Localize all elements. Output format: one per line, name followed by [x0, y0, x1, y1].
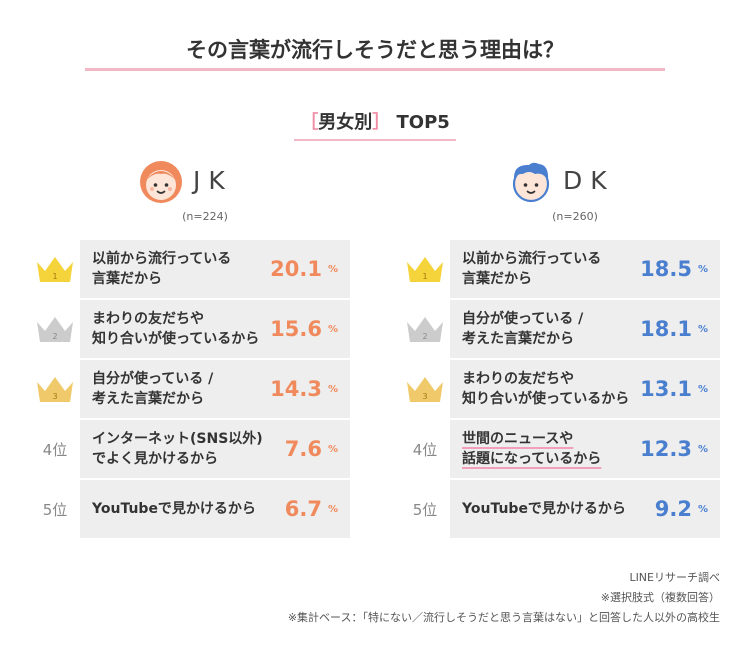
gold-crown-icon: 1 — [400, 240, 450, 298]
dk-label-2: 自分が使っている / 考えた言葉だから — [462, 311, 584, 347]
silver-crown-icon: 2 — [30, 300, 80, 358]
dk-row-3: 3 まわりの友だちや 知り合いが使っているから 13.1 % — [400, 360, 720, 418]
dk-name: DK — [563, 166, 615, 195]
jk-name: JK — [193, 166, 233, 195]
jk-label-4: インターネット(SNS以外) でよく見かけるから — [92, 431, 263, 467]
svg-text:1: 1 — [422, 272, 427, 281]
source-note: LINEリサーチ調べ — [629, 571, 720, 584]
dk-label-4: 世間のニュースや 話題になっているから — [462, 431, 602, 467]
svg-text:3: 3 — [422, 392, 427, 401]
subtitle-label: 男女別 — [318, 112, 373, 133]
jk-pct-1: % — [327, 264, 338, 275]
svg-text:1: 1 — [52, 272, 57, 281]
bronze-crown-icon: 3 — [400, 360, 450, 418]
dk-rank-5: 5位 — [412, 500, 438, 519]
dk-label-3: まわりの友だちや 知り合いが使っているから — [462, 371, 630, 407]
dk-rank-4: 4位 — [412, 440, 438, 459]
dk-row-1: 1 以前から流行っている 言葉だから 18.5 % — [400, 240, 720, 298]
dk-row-5: 5位 YouTubeで見かけるから 9.2 % — [400, 480, 720, 538]
jk-sample-size: (n=224) — [182, 210, 228, 223]
dk-pct-5: % — [697, 504, 708, 515]
jk-pct-4: % — [327, 444, 338, 455]
method-note: ※選択肢式（複数回答） — [600, 591, 720, 604]
jk-value-4: 7.6 — [284, 437, 322, 461]
dk-value-3: 13.1 — [640, 377, 692, 401]
dk-pct-2: % — [697, 324, 708, 335]
svg-text:3: 3 — [52, 392, 57, 401]
jk-value-5: 6.7 — [284, 497, 322, 521]
jk-label-5: YouTubeで見かけるから — [92, 501, 256, 517]
dk-value-5: 9.2 — [654, 497, 692, 521]
dk-sample-size: (n=260) — [552, 210, 598, 223]
jk-row-4: 4位 インターネット(SNS以外) でよく見かけるから 7.6 % — [30, 420, 350, 478]
jk-pct-2: % — [327, 324, 338, 335]
subtitle: ［男女別］ TOP5 — [0, 108, 750, 134]
dk-pct-3: % — [697, 384, 708, 395]
subtitle-top: TOP5 — [396, 112, 450, 133]
jk-pct-5: % — [327, 504, 338, 515]
dk-value-4: 12.3 — [640, 437, 692, 461]
jk-rank-5: 5位 — [42, 500, 68, 519]
jk-row-2: 2 まわりの友だちや 知り合いが使っているから 15.6 % — [30, 300, 350, 358]
bracket-open: ［ — [300, 112, 319, 133]
jk-value-2: 15.6 — [270, 317, 322, 341]
boy-face-icon — [512, 162, 550, 203]
jk-row-5: 5位 YouTubeで見かけるから 6.7 % — [30, 480, 350, 538]
jk-rank-4: 4位 — [42, 440, 68, 459]
dk-value-2: 18.1 — [640, 317, 692, 341]
base-note: ※集計ベース：「特にない／流行しそうだと思う言葉はない」と回答した人以外の高校生 — [287, 611, 720, 624]
gold-crown-icon: 1 — [30, 240, 80, 298]
jk-pct-3: % — [327, 384, 338, 395]
dk-label-1: 以前から流行っている 言葉だから — [462, 251, 602, 287]
silver-crown-icon: 2 — [400, 300, 450, 358]
dk-pct-4: % — [697, 444, 708, 455]
dk-value-1: 18.5 — [640, 257, 692, 281]
jk-row-1: 1 以前から流行っている 言葉だから 20.1 % — [30, 240, 350, 298]
title-divider — [85, 68, 665, 71]
jk-label-3: 自分が使っている / 考えた言葉だから — [92, 371, 214, 407]
svg-text:2: 2 — [422, 332, 427, 341]
dk-row-2: 2 自分が使っている / 考えた言葉だから 18.1 % — [400, 300, 720, 358]
jk-row-3: 3 自分が使っている / 考えた言葉だから 14.3 % — [30, 360, 350, 418]
subtitle-underline — [294, 139, 456, 141]
dk-pct-1: % — [697, 264, 708, 275]
chart-title: その言葉が流行しそうだと思う理由は？ — [186, 38, 564, 62]
jk-value-3: 14.3 — [270, 377, 322, 401]
dk-label-5: YouTubeで見かけるから — [462, 501, 626, 517]
svg-text:2: 2 — [52, 332, 57, 341]
bracket-close: ］ — [372, 112, 391, 133]
girl-face-icon — [140, 161, 182, 203]
jk-label-2: まわりの友だちや 知り合いが使っているから — [92, 311, 260, 347]
dk-row-4: 4位 世間のニュースや 話題になっているから 12.3 % — [400, 420, 720, 478]
jk-label-1: 以前から流行っている 言葉だから — [92, 251, 232, 287]
jk-value-1: 20.1 — [270, 257, 322, 281]
bronze-crown-icon: 3 — [30, 360, 80, 418]
